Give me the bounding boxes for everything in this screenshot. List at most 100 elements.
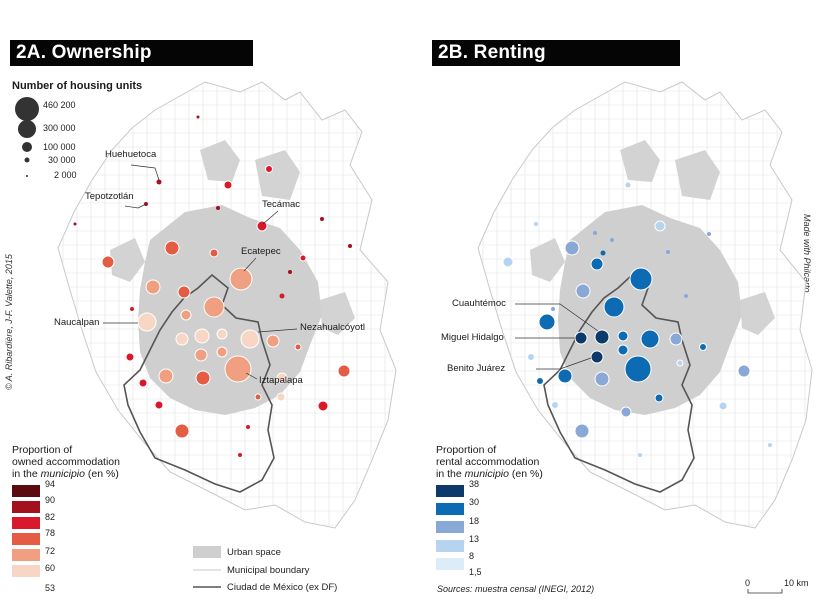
circle-a-29	[156, 179, 162, 185]
legend-b-title-line3: in the municipio (en %)	[436, 468, 543, 480]
circle-a-19	[256, 220, 268, 232]
legend-a-swatch-1	[12, 485, 40, 497]
circle-b-8	[669, 332, 683, 346]
circle-a-11	[164, 240, 180, 256]
urban-patch-b2	[675, 150, 720, 200]
circle-a-6	[180, 309, 192, 321]
circle-a-39	[130, 307, 134, 311]
circle-b-11	[502, 256, 514, 268]
circle-a-35	[73, 222, 77, 226]
circle-b-19	[676, 359, 684, 367]
legend-a-swatch-4	[12, 533, 40, 545]
urban-space-swatch	[193, 546, 221, 558]
legend-b-title-line2: rental accommodation	[436, 456, 540, 468]
circle-iztapalapa	[224, 355, 252, 383]
size-label-30000: 30 000	[48, 155, 76, 165]
renting-symbols	[502, 181, 772, 457]
label-iztapalapa: Iztapalapa	[259, 375, 303, 386]
circle-a-23	[125, 352, 135, 362]
legend-a-swatch-5	[12, 549, 40, 561]
circle-a-26	[254, 393, 262, 401]
legend-b-swatch-5	[436, 558, 464, 570]
legend-a-break-94: 94	[45, 479, 56, 489]
legend-b-break-13: 13	[469, 534, 480, 544]
circle-ecatepec	[229, 267, 253, 291]
legend-a-title-line3: in the municipio (en %)	[12, 468, 119, 480]
size-circle-30000	[24, 157, 30, 163]
legend-a-title-line1: Proportion of	[12, 444, 73, 456]
ownership-map	[57, 81, 397, 529]
circle-b-26	[684, 294, 688, 298]
circle-a-1	[194, 328, 210, 344]
circle-a-21	[265, 165, 273, 173]
circle-b-25	[593, 231, 597, 235]
label-naucalpan: Naucalpan	[54, 317, 100, 328]
label-tepotzotlan: Tepotzotlán	[85, 191, 134, 202]
circle-a-34	[288, 270, 292, 274]
circle-a-36	[196, 115, 200, 119]
circle-b-16	[536, 377, 544, 385]
circle-a-14	[276, 372, 288, 384]
legend-b-swatch-2	[436, 503, 464, 515]
legend-a-break-90: 90	[45, 495, 56, 505]
circle-naucalpan	[137, 312, 157, 332]
circle-a-28	[299, 254, 307, 262]
circle-a-22	[317, 400, 329, 412]
circle-b-miguel-hidalgo	[574, 331, 588, 345]
legend-a-title-line2: owned accommodation	[12, 456, 120, 468]
cdmx-boundary-a	[123, 273, 275, 493]
urban-space-a	[138, 205, 322, 415]
size-circle-2000	[26, 175, 28, 177]
cdmx-boundary-label: Ciudad de México (ex DF)	[227, 582, 338, 593]
circle-b-22	[600, 250, 606, 256]
circle-b-2	[617, 344, 629, 356]
circle-b-18	[718, 401, 728, 411]
circle-b-7	[590, 257, 604, 271]
reference-legend-symbols	[193, 546, 221, 588]
circle-a-16	[174, 423, 190, 439]
size-legend-title: Number of housing units	[12, 80, 143, 92]
circle-b-13	[654, 220, 666, 232]
legend-b-swatch-4	[436, 540, 464, 552]
urban-patch-a2	[255, 150, 300, 200]
size-label-460200: 460 200	[43, 100, 76, 110]
circle-a-2	[216, 328, 228, 340]
size-label-2000: 2 000	[54, 170, 77, 180]
circle-b-12	[620, 406, 632, 418]
circle-b-24	[534, 222, 538, 226]
circle-a-15	[276, 392, 286, 402]
circle-b-30	[610, 238, 614, 242]
circle-a-10	[145, 279, 161, 295]
municipal-boundary-label: Municipal boundary	[227, 565, 310, 576]
legend-b-break-38: 38	[469, 479, 480, 489]
label-tecamac: Tecámac	[262, 199, 301, 210]
ownership-symbols	[73, 115, 352, 457]
legend-a-break-53: 53	[45, 583, 56, 593]
circle-b-3	[557, 368, 573, 384]
circle-b-28	[638, 453, 642, 457]
circle-a-7	[195, 370, 211, 386]
size-label-300000: 300 000	[43, 123, 76, 133]
circle-b-15	[699, 343, 707, 351]
legend-b-break-8: 8	[469, 551, 475, 561]
circle-a-25	[154, 400, 164, 410]
size-legend-symbols	[15, 97, 39, 177]
circle-a-33	[348, 244, 352, 248]
legend-a-swatch-6	[12, 565, 40, 577]
size-circle-460200	[15, 97, 39, 121]
legend-a-break-72: 72	[45, 546, 56, 556]
size-label-100000: 100 000	[43, 142, 76, 152]
circle-a-24	[138, 378, 148, 388]
legend-b-swatch-1	[436, 485, 464, 497]
circle-nezahualcoyotl	[240, 329, 260, 349]
legend-a-swatch-2	[12, 501, 40, 513]
sources-note: Sources: muestra censal (INEGI, 2012)	[437, 584, 595, 594]
urban-patch-b3	[530, 238, 565, 282]
circle-b-1	[617, 330, 629, 342]
legend-b-swatch-3	[436, 521, 464, 533]
circle-a-17	[337, 364, 351, 378]
label-huehuetoca: Huehuetoca	[105, 149, 157, 160]
circle-a-13	[266, 334, 280, 348]
urban-patch-a1	[200, 140, 240, 182]
